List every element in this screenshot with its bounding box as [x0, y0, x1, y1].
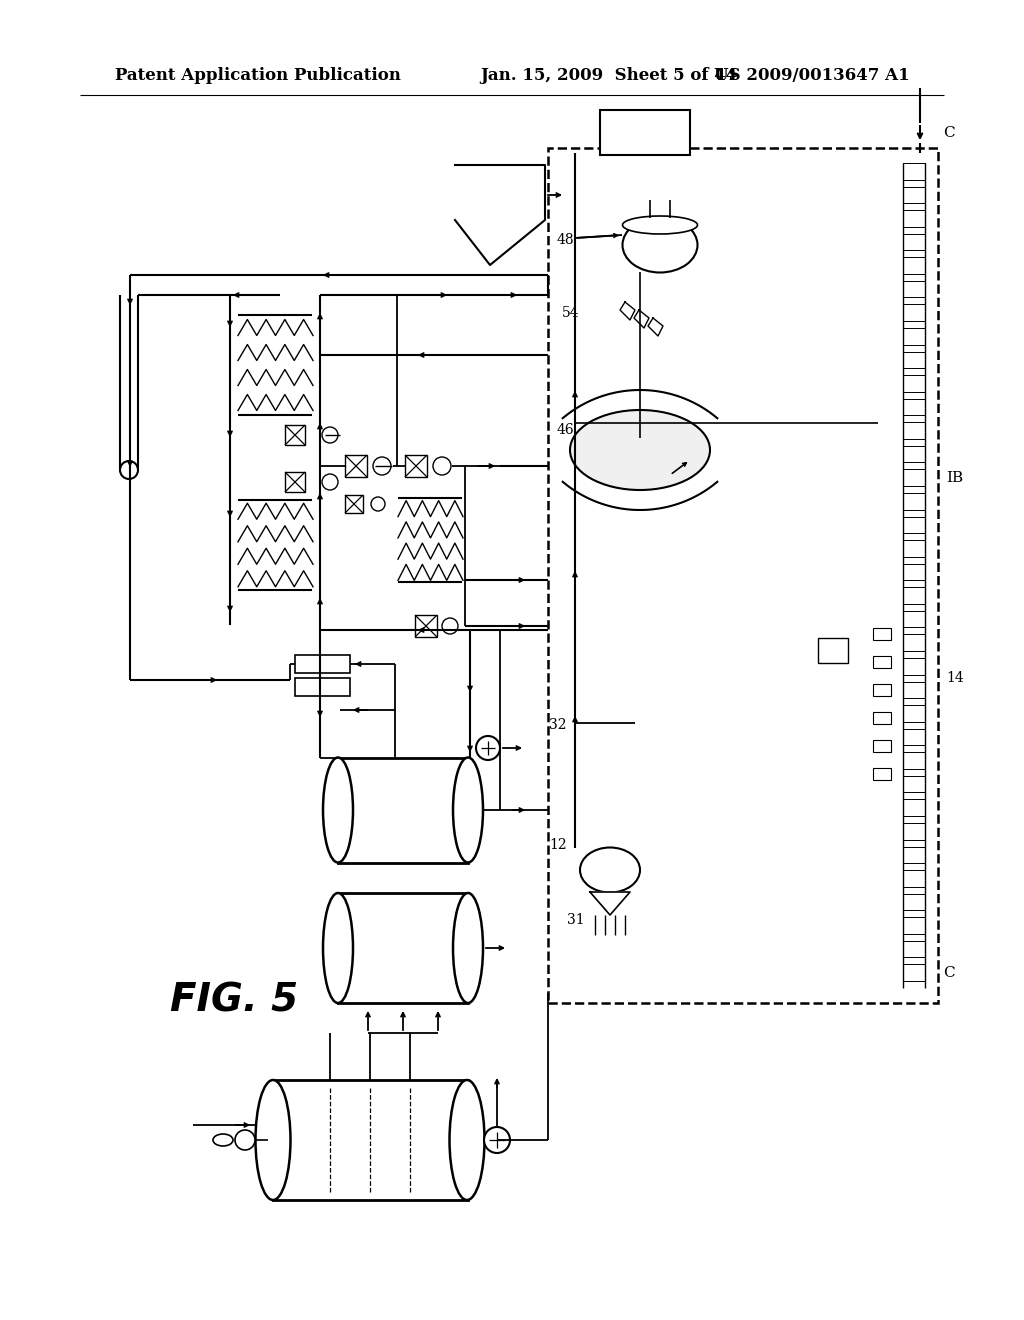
Circle shape	[433, 457, 451, 475]
Ellipse shape	[623, 216, 697, 234]
Circle shape	[322, 474, 338, 490]
Text: 12: 12	[549, 838, 566, 851]
Ellipse shape	[453, 894, 483, 1003]
Text: C: C	[943, 125, 954, 140]
Ellipse shape	[450, 1080, 484, 1200]
Bar	[873, 656, 891, 668]
Circle shape	[373, 457, 391, 475]
Ellipse shape	[120, 461, 138, 479]
Bar	[873, 768, 891, 780]
Bar	[818, 638, 848, 663]
Text: 46: 46	[557, 422, 574, 437]
Bar	[338, 758, 468, 863]
Text: 48: 48	[557, 234, 574, 247]
Ellipse shape	[580, 847, 640, 892]
Ellipse shape	[323, 894, 353, 1003]
Bar	[873, 684, 891, 696]
Polygon shape	[590, 892, 630, 915]
Text: 32: 32	[549, 718, 566, 733]
Bar	[295, 678, 350, 696]
Text: IB: IB	[946, 471, 964, 484]
Circle shape	[371, 498, 385, 511]
Ellipse shape	[323, 758, 353, 862]
Bar	[873, 741, 891, 752]
Ellipse shape	[623, 218, 697, 272]
Circle shape	[322, 426, 338, 444]
Text: C: C	[943, 966, 954, 979]
Bar	[345, 455, 367, 477]
Bar	[285, 425, 305, 445]
Bar	[273, 1080, 468, 1200]
Polygon shape	[648, 318, 663, 337]
Bar	[873, 628, 891, 640]
Text: FIG. 5: FIG. 5	[170, 981, 298, 1019]
Bar	[548, 148, 938, 1003]
Ellipse shape	[213, 1134, 233, 1146]
Text: Patent Application Publication: Patent Application Publication	[115, 66, 400, 83]
Text: Jan. 15, 2009  Sheet 5 of 44: Jan. 15, 2009 Sheet 5 of 44	[480, 66, 737, 83]
Circle shape	[476, 737, 500, 760]
Bar	[600, 110, 690, 154]
Polygon shape	[620, 302, 635, 319]
Ellipse shape	[570, 411, 710, 490]
Ellipse shape	[453, 758, 483, 862]
Text: 54: 54	[562, 306, 580, 319]
Circle shape	[442, 618, 458, 634]
Circle shape	[234, 1130, 255, 1150]
Bar	[345, 495, 362, 513]
Bar	[338, 894, 468, 1003]
Circle shape	[484, 1127, 510, 1152]
Bar	[406, 455, 427, 477]
Text: 31: 31	[567, 913, 585, 927]
Text: 14: 14	[946, 671, 964, 685]
Polygon shape	[455, 165, 545, 265]
Bar	[295, 655, 350, 673]
Bar	[873, 711, 891, 723]
Ellipse shape	[256, 1080, 291, 1200]
Bar	[285, 473, 305, 492]
Text: US 2009/0013647 A1: US 2009/0013647 A1	[715, 66, 910, 83]
Polygon shape	[634, 310, 649, 327]
Bar	[415, 615, 437, 638]
